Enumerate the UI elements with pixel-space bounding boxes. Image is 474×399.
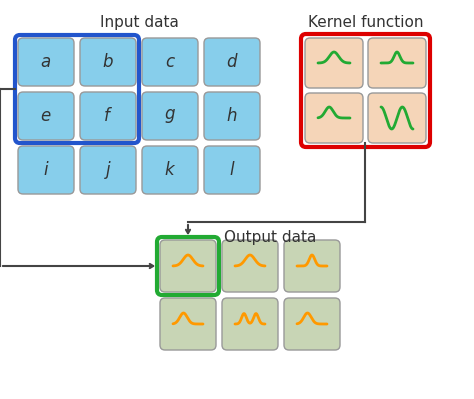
- Text: $\mathit{c}$: $\mathit{c}$: [164, 53, 175, 71]
- FancyBboxPatch shape: [18, 146, 74, 194]
- FancyBboxPatch shape: [204, 38, 260, 86]
- FancyBboxPatch shape: [160, 240, 216, 292]
- FancyBboxPatch shape: [222, 298, 278, 350]
- FancyBboxPatch shape: [222, 240, 278, 292]
- FancyBboxPatch shape: [80, 146, 136, 194]
- FancyBboxPatch shape: [284, 298, 340, 350]
- Text: $\mathit{g}$: $\mathit{g}$: [164, 107, 176, 125]
- FancyBboxPatch shape: [160, 298, 216, 350]
- Text: $\mathit{f}$: $\mathit{f}$: [103, 107, 113, 125]
- Text: $\mathit{i}$: $\mathit{i}$: [43, 161, 49, 179]
- FancyBboxPatch shape: [18, 92, 74, 140]
- Text: Input data: Input data: [100, 15, 178, 30]
- Text: $\mathit{a}$: $\mathit{a}$: [40, 53, 52, 71]
- FancyBboxPatch shape: [204, 146, 260, 194]
- FancyBboxPatch shape: [368, 93, 426, 143]
- Text: Kernel function: Kernel function: [308, 15, 423, 30]
- FancyBboxPatch shape: [80, 92, 136, 140]
- Text: $\mathit{e}$: $\mathit{e}$: [40, 107, 52, 125]
- FancyBboxPatch shape: [368, 38, 426, 88]
- FancyBboxPatch shape: [204, 92, 260, 140]
- FancyBboxPatch shape: [142, 146, 198, 194]
- Text: $\mathit{b}$: $\mathit{b}$: [102, 53, 114, 71]
- FancyBboxPatch shape: [142, 92, 198, 140]
- Text: $\mathit{j}$: $\mathit{j}$: [104, 159, 112, 181]
- FancyBboxPatch shape: [142, 38, 198, 86]
- Text: $\mathit{l}$: $\mathit{l}$: [229, 161, 235, 179]
- FancyBboxPatch shape: [284, 240, 340, 292]
- FancyBboxPatch shape: [80, 38, 136, 86]
- Text: $\mathit{d}$: $\mathit{d}$: [226, 53, 238, 71]
- Text: $\mathit{h}$: $\mathit{h}$: [226, 107, 237, 125]
- Text: $\mathit{k}$: $\mathit{k}$: [164, 161, 176, 179]
- FancyBboxPatch shape: [305, 93, 363, 143]
- Text: Output data: Output data: [224, 230, 316, 245]
- FancyBboxPatch shape: [305, 38, 363, 88]
- FancyBboxPatch shape: [18, 38, 74, 86]
